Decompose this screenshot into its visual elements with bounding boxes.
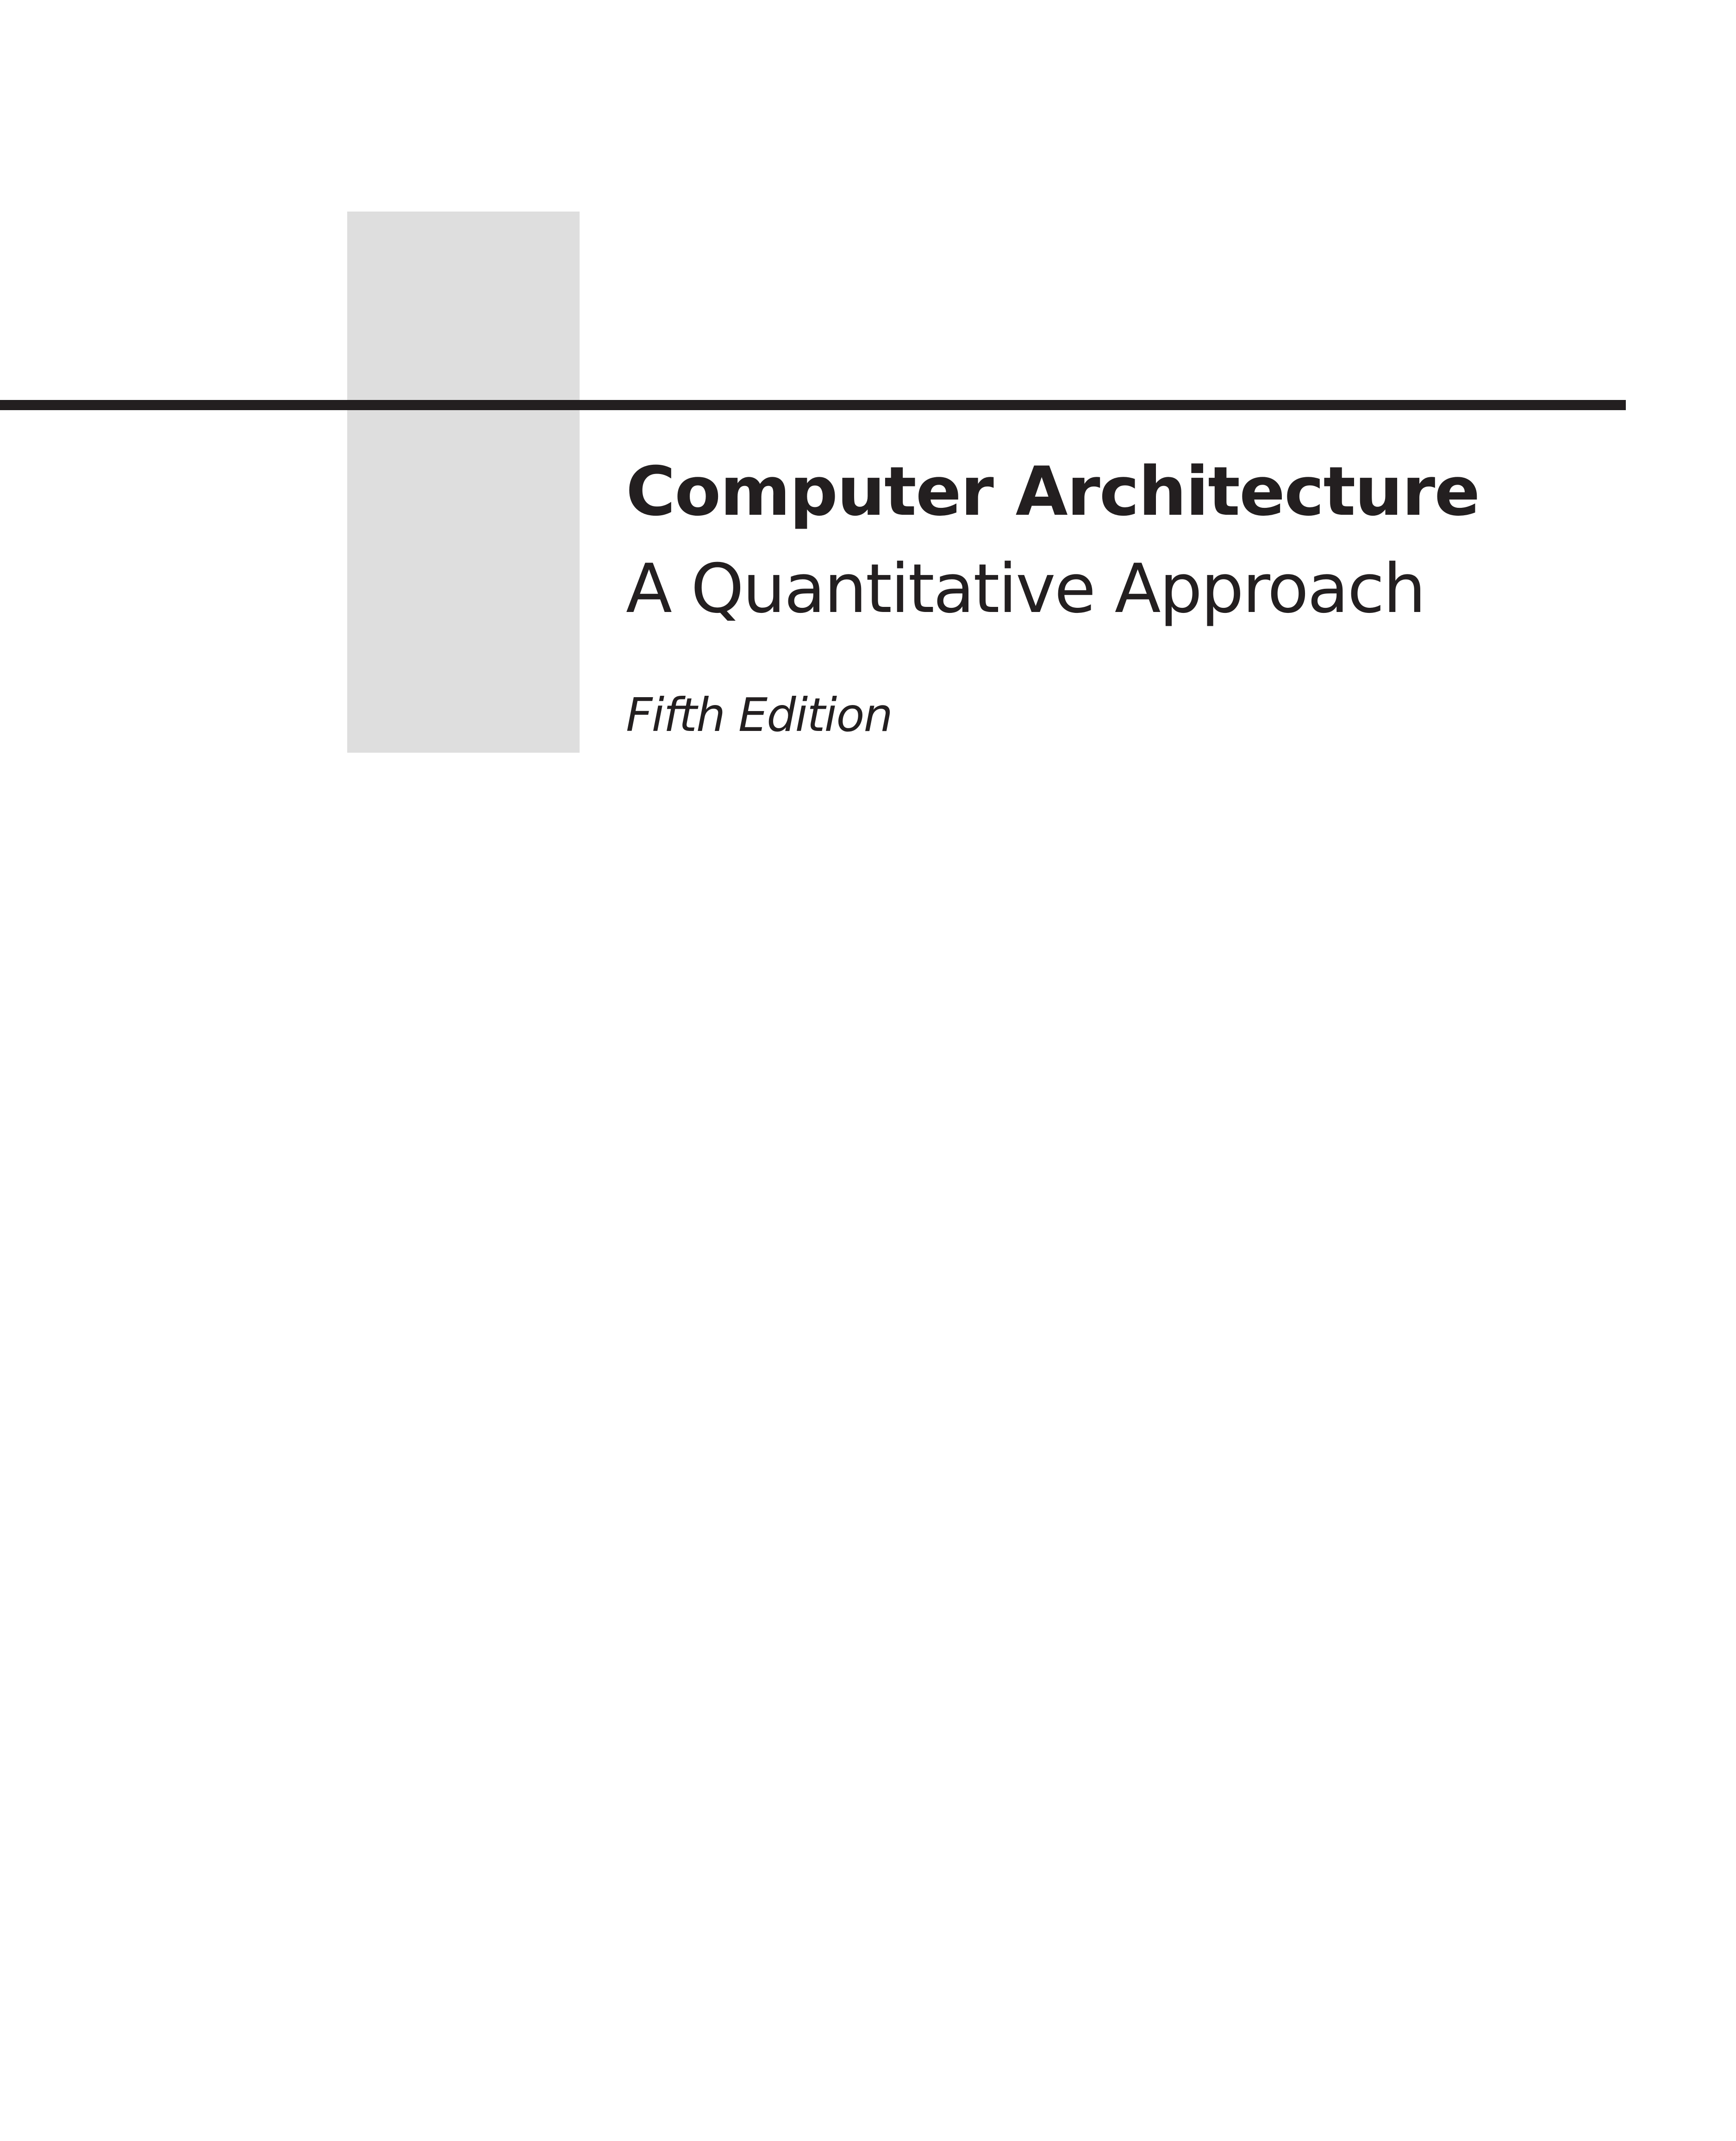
decorative-gray-block bbox=[347, 212, 580, 753]
book-title: Computer Architecture bbox=[626, 452, 1480, 531]
book-subtitle: A Quantitative Approach bbox=[626, 549, 1426, 628]
horizontal-rule bbox=[0, 400, 1626, 410]
book-edition: Fifth Edition bbox=[626, 688, 893, 742]
